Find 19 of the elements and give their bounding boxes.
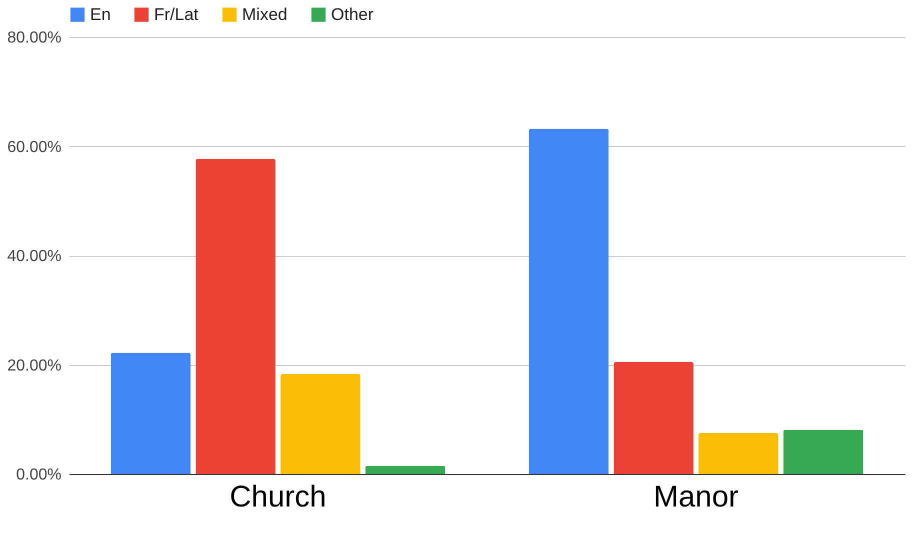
legend-label: Other: [331, 4, 374, 24]
x-tick-label: Manor: [653, 480, 739, 514]
bar: [110, 352, 191, 474]
bar: [196, 158, 276, 474]
bar: [365, 466, 446, 474]
y-tick-label: 0.00%: [16, 466, 62, 484]
bar: [528, 128, 609, 474]
y-tick-label: 80.00%: [7, 30, 62, 46]
legend-label: En: [90, 4, 111, 24]
y-tick-label: 60.00%: [7, 138, 62, 156]
y-tick-label: 20.00%: [7, 357, 62, 374]
bar: [280, 374, 360, 474]
bar: [614, 362, 694, 474]
bar: [783, 430, 864, 474]
legend-label: Fr/Lat: [154, 4, 199, 24]
x-tick-label: Church: [230, 480, 326, 514]
y-tick-label: 40.00%: [7, 248, 62, 265]
legend-label: Mixed: [242, 4, 288, 24]
bar: [698, 433, 778, 474]
